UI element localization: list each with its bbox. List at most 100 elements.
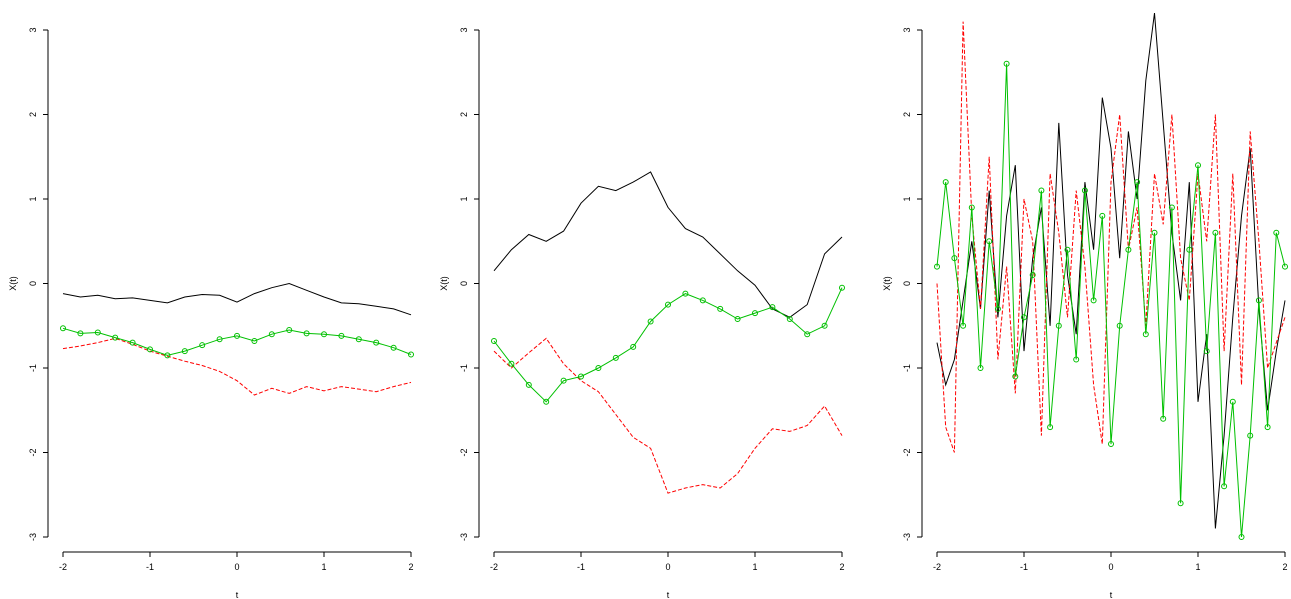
series-point (1021, 314, 1027, 321)
series-point (1247, 432, 1254, 439)
series-point (1203, 348, 1210, 355)
series-line-2 (493, 337, 843, 494)
series-point (699, 297, 706, 304)
y-tick-label: 1 (28, 196, 38, 201)
y-tick-label: -3 (459, 533, 469, 541)
series-point (199, 342, 206, 349)
axes: -2 -1 0 1 2 -3 -2 -1 0 1 2 3 (902, 27, 1288, 572)
series-layer (60, 282, 414, 396)
series-point (839, 284, 845, 291)
series-point (525, 381, 532, 388)
series-point (1108, 441, 1114, 448)
series-point (786, 315, 793, 322)
series-point (1029, 272, 1036, 279)
series-point (630, 343, 637, 350)
series-point (147, 346, 153, 353)
series-point (1055, 322, 1062, 329)
series-line-1 (62, 282, 412, 316)
series-point (1282, 263, 1288, 270)
series-point (968, 204, 975, 211)
series-point (1273, 229, 1280, 236)
y-tick-label: -1 (459, 364, 469, 372)
x-tick-label: 1 (321, 562, 326, 572)
series-point (303, 330, 310, 337)
series-point (734, 315, 741, 322)
series-point (717, 305, 724, 312)
y-tick-label: 0 (459, 281, 469, 286)
y-axis-title: X(t) (882, 276, 892, 291)
series-point (77, 330, 84, 337)
series-point (578, 373, 584, 380)
series-point (234, 332, 240, 339)
series-point (994, 305, 1001, 312)
x-tick-label: 0 (234, 562, 239, 572)
series-point (934, 263, 940, 270)
chart-panel-2: -2 -1 0 1 2 -3 -2 -1 0 1 2 3 t X(t) (439, 27, 845, 599)
series-line-3 (936, 63, 1286, 538)
x-axis-title: t (667, 590, 670, 599)
y-tick-label: -1 (902, 364, 912, 372)
series-point (1195, 162, 1201, 169)
y-axis-title: X(t) (8, 276, 18, 291)
series-point (94, 329, 101, 336)
series-point (338, 332, 345, 339)
series-point (408, 351, 414, 358)
series-point (1099, 212, 1106, 219)
y-tick-label: -1 (28, 364, 38, 372)
y-tick-label: 3 (28, 27, 38, 32)
x-tick-label: 2 (408, 562, 413, 572)
y-tick-label: 3 (902, 27, 912, 32)
series-point (595, 365, 602, 371)
x-tick-label: 1 (752, 562, 757, 572)
x-tick-label: -2 (490, 562, 498, 572)
x-tick-label: 0 (1108, 562, 1113, 572)
series-point (1134, 179, 1141, 186)
series-point (1160, 415, 1167, 422)
series-point (1212, 229, 1219, 236)
series-point (665, 301, 671, 308)
series-point (560, 377, 567, 384)
series-point (216, 336, 223, 343)
series-point (1125, 246, 1132, 253)
series-point (1064, 246, 1071, 253)
series-point (821, 322, 828, 329)
x-tick-label: -2 (59, 562, 67, 572)
series-point (682, 290, 689, 297)
series-point (1255, 297, 1262, 304)
x-tick-label: -1 (1020, 562, 1028, 572)
chart-panel-3: -2 -1 0 1 2 -3 -2 -1 0 1 2 3 t X(t) (882, 13, 1288, 599)
x-tick-label: -1 (146, 562, 154, 572)
series-point (508, 360, 515, 367)
series-point (1177, 500, 1184, 507)
series-point (1047, 424, 1054, 431)
series-point (543, 398, 550, 405)
series-point (1081, 187, 1088, 194)
series-line-1 (936, 13, 1286, 529)
series-point (251, 337, 258, 344)
y-tick-label: 1 (459, 196, 469, 201)
chart-panel-1: -2 -1 0 1 2 -3 -2 -1 0 1 2 3 t X(t) (8, 27, 414, 599)
series-point (164, 352, 171, 359)
series-point (612, 354, 619, 361)
series-point (181, 348, 188, 355)
series-point (491, 337, 497, 344)
y-tick-label: 0 (28, 281, 38, 286)
series-point (1264, 424, 1271, 431)
x-axis-title: t (1110, 590, 1113, 599)
series-point (1168, 204, 1175, 211)
series-layer (934, 13, 1288, 540)
y-tick-label: -2 (459, 448, 469, 456)
series-point (942, 179, 949, 186)
y-axis-title: X(t) (439, 276, 449, 291)
series-point (1229, 398, 1236, 405)
series-line-3 (493, 287, 843, 403)
x-tick-label: 1 (1195, 562, 1200, 572)
series-line-3 (62, 327, 412, 356)
series-point (1142, 331, 1149, 338)
series-point (129, 339, 136, 346)
y-tick-label: 2 (459, 112, 469, 117)
series-point (112, 334, 119, 341)
series-line-2 (62, 337, 412, 396)
series-point (647, 318, 654, 325)
